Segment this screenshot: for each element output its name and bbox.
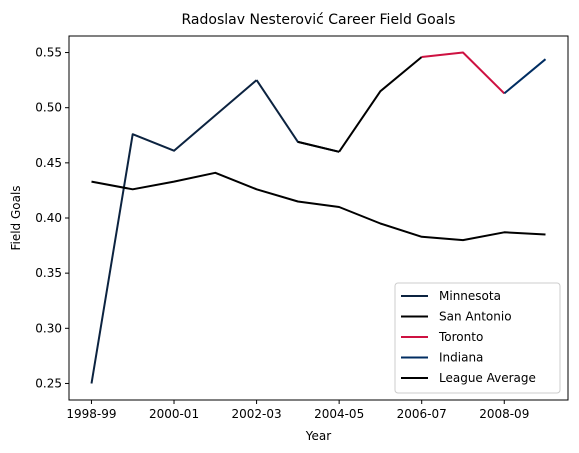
series-line-san-antonio — [339, 57, 422, 152]
legend-label-toronto: Toronto — [438, 330, 483, 344]
y-tick-label: 0.55 — [35, 46, 62, 60]
legend-label-minnesota: Minnesota — [439, 289, 501, 303]
series-line-connector — [257, 80, 340, 152]
y-tick-label: 0.30 — [35, 321, 62, 335]
y-axis-label: Field Goals — [9, 185, 23, 250]
x-tick-label: 1998-99 — [66, 407, 116, 421]
y-tick-label: 0.50 — [35, 101, 62, 115]
y-tick-label: 0.25 — [35, 376, 62, 390]
x-tick-label: 2002-03 — [232, 407, 282, 421]
legend: Minnesota San Antonio Toronto Indiana League… — [395, 283, 560, 393]
series-line-toronto — [422, 53, 505, 94]
x-tick-label: 2000-01 — [149, 407, 199, 421]
series-line-indiana — [504, 59, 545, 93]
y-tick-label: 0.35 — [35, 266, 62, 280]
y-tick-label: 0.45 — [35, 156, 62, 170]
series-line-minnesota — [92, 80, 257, 383]
legend-label-san-antonio: San Antonio — [439, 310, 512, 324]
legend-label-indiana: Indiana — [439, 351, 483, 365]
x-axis-label: Year — [305, 429, 331, 443]
x-tick-label: 2008-09 — [479, 407, 529, 421]
series-line-league-average — [92, 173, 546, 240]
x-axis: 1998-99 2000-01 2002-03 2004-05 2006-07 2008-… — [66, 400, 529, 421]
series-line-connector — [298, 142, 339, 152]
x-tick-label: 2006-07 — [397, 407, 447, 421]
y-axis: 0.25 0.30 0.35 0.40 0.45 0.50 0.55 — [35, 46, 69, 391]
chart-title: Radoslav Nesterović Career Field Goals — [182, 12, 456, 28]
y-tick-label: 0.40 — [35, 211, 62, 225]
legend-label-league-average: League Average — [439, 371, 536, 385]
x-tick-label: 2004-05 — [314, 407, 364, 421]
